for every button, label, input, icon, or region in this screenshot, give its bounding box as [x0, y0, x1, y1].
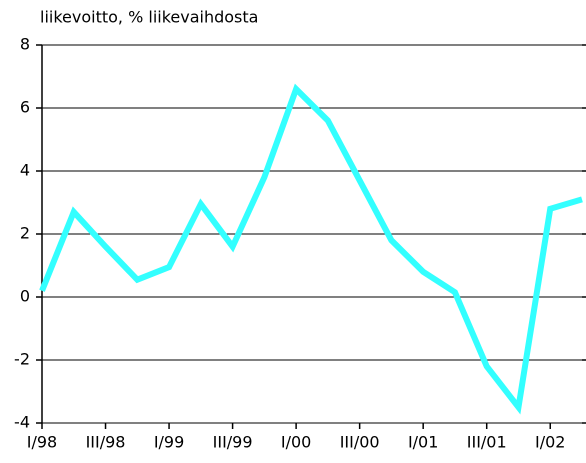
chart-title: liikevoitto, % liikevaihdosta	[40, 8, 258, 27]
line-series	[39, 83, 583, 415]
x-tick-label: I/02	[535, 433, 565, 452]
y-tick-label: 2	[20, 224, 30, 243]
y-tick-label: 4	[20, 161, 30, 180]
x-tick-label: III/99	[213, 433, 253, 452]
x-tick-label: III/01	[467, 433, 507, 452]
x-tick-label: I/99	[154, 433, 184, 452]
y-tick-label: 6	[20, 98, 30, 117]
y-tick-label: -4	[14, 413, 30, 432]
x-tick-label: III/00	[340, 433, 380, 452]
x-tick-label: I/01	[408, 433, 438, 452]
y-tick-label: 8	[20, 35, 30, 54]
x-tick-label: I/00	[281, 433, 311, 452]
x-tick-label: I/98	[27, 433, 57, 452]
y-tick-label: 0	[20, 287, 30, 306]
y-tick-label: -2	[14, 350, 30, 369]
x-tick-label: III/98	[86, 433, 126, 452]
